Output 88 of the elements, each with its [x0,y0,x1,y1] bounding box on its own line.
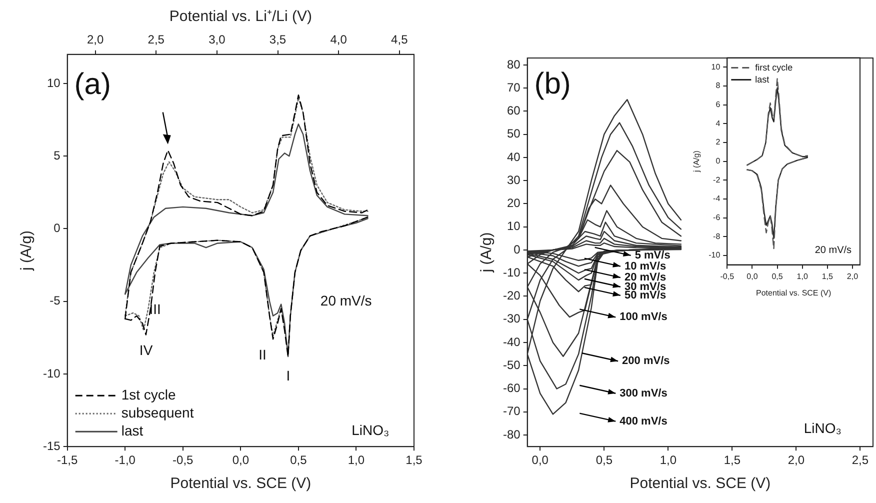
y-axis-title: j (A/g) [692,150,702,173]
y-tick-label: -80 [503,427,521,442]
x-tick-label: -1,0 [114,453,136,468]
y-tick-label: -60 [503,381,521,396]
y-tick-label: 10 [46,76,61,90]
x-tick-label: 1,0 [660,453,677,468]
y-tick-label: -20 [503,288,521,303]
y-tick-label: -10 [503,265,521,280]
y-tick-label: 0 [716,156,721,166]
x-tick-label: -1,5 [57,453,78,468]
annotation: II [258,346,266,362]
y-tick-label: -30 [503,312,521,326]
x-tick-label: 2,0 [788,453,805,468]
annotation: 300 mV/s [620,387,668,400]
y-tick-label: -8 [713,232,721,241]
x-tick-label: 1,0 [796,272,808,281]
y-tick-label: 4 [716,118,721,128]
y-tick-label: -50 [503,358,521,372]
y-tick-label: -6 [713,212,721,222]
x2-tick-label: 3,0 [208,32,226,47]
legend-label: 1st cycle [121,386,176,402]
x-tick-label: 1,5 [724,453,741,468]
x-tick-label: 0,5 [596,453,613,468]
annotation: 200 mV/s [622,355,670,368]
y-tick-label: -10 [708,250,721,260]
y-tick-label: -70 [503,404,521,418]
legend-label: last [755,74,770,84]
x-tick-label: 2,5 [852,453,869,468]
annotation: 10 mV/s [624,260,666,272]
y-tick-label: 0 [514,242,521,256]
y-tick-label: -10 [43,366,61,380]
x-tick-label: 1,5 [406,453,423,468]
y-axis-title: j (A/g) [18,230,36,272]
annotation: III [149,300,161,317]
x-axis-title: Potential vs. SCE (V) [630,475,771,492]
x-axis-title: Potential vs. SCE (V) [170,475,312,492]
y-tick-label: 20 [506,196,521,210]
annotation: 50 mV/s [624,289,666,302]
x2-tick-label: 4,0 [330,32,348,47]
x2-tick-label: 2,5 [148,32,165,47]
legend-label: first cycle [755,62,793,72]
legend-label: last [121,422,144,438]
x-axis-title: Potential vs. SCE (V) [756,288,832,298]
x-tick-label: 0,5 [290,453,308,468]
y-tick-label: -15 [43,438,61,453]
annotation: 20 mV/s [320,292,372,308]
annotation: IV [139,342,154,358]
x2-tick-label: 2,0 [86,32,104,47]
annotation: (b) [534,67,571,100]
x-tick-label: 0,0 [232,453,250,468]
y-tick-label: 2 [716,138,721,147]
x2-axis-title: Potential vs. Li⁺/Li (V) [169,8,312,26]
y-tick-label: 40 [506,150,521,164]
annotation: 400 mV/s [620,415,668,428]
x-tick-label: 0,0 [746,272,758,281]
y-tick-label: 60 [506,104,521,118]
y-tick-label: 8 [716,81,721,90]
y-tick-label: 50 [506,126,521,141]
y-tick-label: 5 [54,148,61,162]
annotation: (a) [74,68,111,102]
x-tick-label: 2,0 [846,272,859,281]
y-axis-title: j (A/g) [478,232,496,274]
x2-tick-label: 3,5 [269,32,286,47]
annotation: LiNO₃ [352,422,390,438]
y-tick-label: -40 [503,334,521,349]
x-tick-label: 1,0 [348,453,365,468]
legend-label: subsequent [121,404,194,420]
y-tick-label: 6 [716,100,721,110]
y-tick-label: 80 [506,57,521,72]
annotation: I [286,368,290,384]
x-tick-label: -0,5 [720,272,735,281]
y-tick-label: 30 [506,172,521,187]
annotation: 5 mV/s [634,249,670,262]
y-tick-label: -5 [50,294,61,308]
y-tick-label: -4 [713,194,721,204]
y-tick-label: 10 [711,62,721,72]
annotation: 20 mV/s [814,245,852,256]
y-tick-label: 10 [506,219,521,234]
x-tick-label: 0,5 [772,272,784,281]
x-tick-label: -0,5 [172,453,194,468]
x-tick-label: 1,5 [822,272,834,281]
x-tick-label: 0,0 [532,453,549,468]
y-tick-label: 70 [506,80,521,94]
y-tick-label: 0 [54,221,61,236]
y-tick-label: -2 [713,175,721,184]
x2-tick-label: 4,5 [391,32,408,47]
annotation: 100 mV/s [620,311,668,324]
annotation: LiNO₃ [804,420,842,436]
